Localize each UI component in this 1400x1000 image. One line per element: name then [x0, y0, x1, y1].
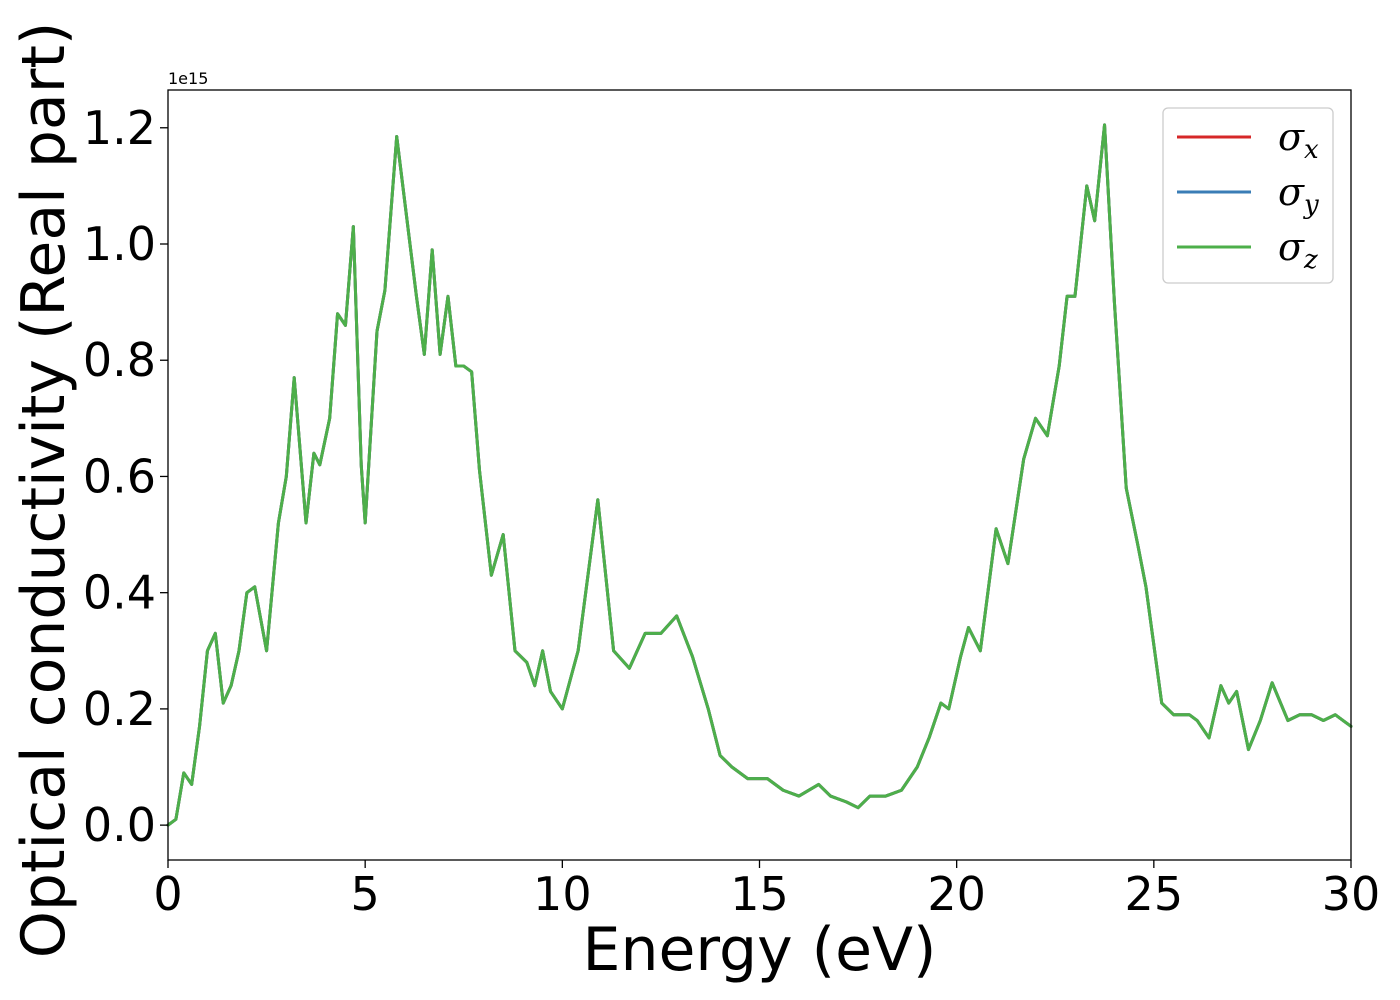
series-line-z	[166, 123, 1353, 827]
y-axis-ticks: 0.0 0.2 0.4 0.6 0.8 1.0 1.2	[83, 101, 168, 852]
x-tick-label: 10	[533, 867, 592, 921]
x-tick-label: 20	[927, 867, 986, 921]
y-tick-label: 0.6	[83, 449, 156, 503]
y-tick-label: 0.4	[83, 566, 156, 620]
x-axis-ticks: 0 5 10 15 20 25 30	[153, 860, 1380, 921]
y-tick-label: 1.2	[83, 101, 156, 155]
x-axis-label: Energy (eV)	[583, 915, 937, 985]
y-tick-label: 0.2	[83, 682, 156, 736]
y-tick-label: 1.0	[83, 217, 156, 271]
legend-label-z: σz	[1278, 225, 1318, 275]
x-tick-label: 5	[351, 867, 380, 921]
y-axis-label: Optical conductivity (Real part)	[9, 22, 79, 959]
plot-lines	[166, 123, 1353, 827]
x-tick-label: 0	[153, 867, 182, 921]
y-tick-label: 0.0	[83, 798, 156, 852]
y-offset-text: 1e15	[168, 69, 208, 88]
x-tick-label: 25	[1125, 867, 1184, 921]
y-tick-label: 0.8	[83, 333, 156, 387]
legend-label-x: σx	[1278, 115, 1319, 165]
legend-label-y: σy	[1278, 170, 1319, 220]
x-tick-label: 30	[1322, 867, 1381, 921]
legend-box	[1162, 107, 1334, 284]
x-tick-label: 15	[730, 867, 789, 921]
